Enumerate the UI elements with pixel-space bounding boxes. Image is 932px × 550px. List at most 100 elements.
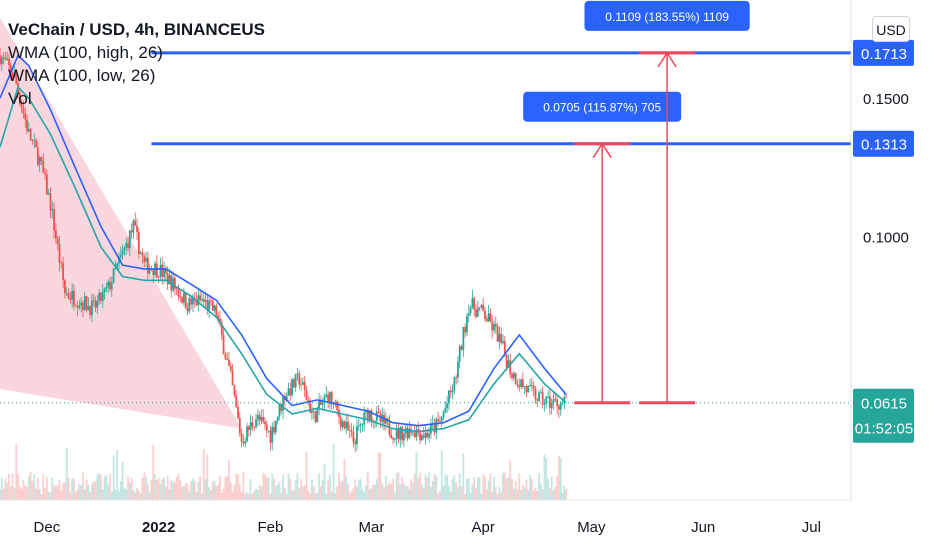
candle-body [419, 432, 421, 441]
wedge-triangle[interactable] [0, 17, 242, 429]
volume-bar [36, 477, 39, 500]
volume-bar [100, 474, 102, 500]
volume-bar [469, 492, 472, 500]
candle-body [246, 426, 248, 442]
candle-body [300, 384, 302, 386]
candle-body [325, 394, 328, 397]
candle-body [240, 433, 243, 442]
last-price-tag [853, 388, 914, 443]
volume-bar [237, 474, 239, 500]
candle-body [350, 430, 353, 432]
candle-body [179, 296, 182, 298]
volume-bar [292, 490, 295, 500]
candle-body [393, 438, 396, 440]
candle-body [31, 140, 34, 141]
chart-pane[interactable]: 0.0705 (115.87%) 705 0.1109 (183.55%) 110… [0, 0, 851, 500]
candle-body [301, 382, 304, 385]
volume-bar [15, 444, 18, 500]
candle-body [143, 256, 146, 262]
candle-body [339, 417, 342, 427]
candle-body [121, 250, 124, 255]
measure-tool[interactable]: 0.0705 (115.87%) 705 [523, 91, 682, 405]
candle-body [291, 379, 293, 396]
candle-body [471, 298, 474, 308]
candle-body [231, 370, 234, 386]
candle-body [476, 308, 479, 317]
time-tick-label: Apr [472, 519, 495, 536]
candle-body [253, 426, 256, 428]
volume-bar [397, 472, 400, 500]
horizontal-levels[interactable] [151, 51, 851, 146]
candle-body [420, 435, 423, 441]
measure-tool[interactable]: 0.1109 (183.55%) 1109 [584, 0, 750, 405]
volume-bar [307, 490, 310, 500]
candle-body [547, 396, 550, 398]
volume-bar [536, 490, 539, 500]
volume-bar [215, 485, 218, 500]
wma-low-line[interactable] [0, 85, 567, 433]
volume-bar [38, 488, 41, 500]
candle-body [85, 296, 88, 311]
volume-bar [204, 479, 207, 500]
volume-bar [462, 453, 465, 500]
volume-bar [347, 484, 349, 500]
candle-body [192, 298, 194, 305]
candle-body [53, 209, 55, 231]
volume-bar [143, 472, 146, 500]
candle-body [128, 230, 131, 249]
candle-body [433, 423, 436, 433]
volume-bar [458, 473, 461, 500]
volume-bar [496, 493, 499, 500]
candle-body [219, 318, 221, 323]
volume-bar [543, 454, 546, 500]
chart-legend: VeChain / USD, 4h, BINANCEUS WMA (100, h… [8, 18, 265, 110]
volume-bar [437, 493, 440, 500]
volume-bar [58, 480, 61, 500]
volume-bar [244, 493, 247, 500]
candle-body [274, 421, 277, 433]
volume-bar [4, 478, 7, 500]
volume-bar [116, 450, 119, 500]
time-tick-label: Jun [691, 519, 715, 536]
indicator-wma-low[interactable]: WMA (100, low, 26) [8, 66, 156, 85]
volume-bar [556, 475, 559, 500]
volume-bar [399, 484, 402, 500]
volume-bar [80, 485, 83, 500]
symbol-title[interactable]: VeChain / USD, 4h, BINANCEUS [8, 20, 265, 39]
volume-bar [69, 492, 72, 500]
time-axis[interactable]: Dec 2022 Feb Mar Apr May Jun Jul [34, 519, 821, 536]
currency-button[interactable]: USD [872, 16, 910, 42]
measure-tools[interactable]: 0.0705 (115.87%) 705 0.1109 (183.55%) 110… [523, 0, 750, 405]
volume-bar [565, 489, 568, 500]
volume-bar [305, 451, 308, 500]
price-axis[interactable]: 0.1000 0.1500 0.1313 0.1713 0.0615 01:52:05 [853, 39, 914, 443]
indicator-wma-high[interactable]: WMA (100, high, 26) [8, 43, 163, 62]
volume-bar [329, 474, 331, 500]
candle-body [35, 140, 37, 148]
volume-bar [132, 490, 135, 500]
volume-bar [73, 478, 75, 500]
candle-body [563, 397, 566, 403]
volume-bar [401, 477, 403, 500]
last-price-label: 0.0615 [861, 396, 907, 413]
candle-body [264, 421, 266, 425]
volume-bar [289, 479, 292, 500]
wma-high-line[interactable] [0, 54, 567, 427]
volume-bar [192, 478, 194, 500]
candle-body [475, 309, 477, 317]
volume-bar [168, 488, 171, 500]
volume-bar [206, 454, 209, 500]
volume-bar [494, 486, 497, 500]
candle-body [356, 426, 358, 445]
volume-bar [128, 482, 131, 500]
volume-bar [514, 481, 517, 500]
volume-bar [552, 490, 555, 500]
volume-bar [213, 480, 216, 500]
candle-body [65, 293, 68, 294]
candle-body [520, 379, 522, 388]
candle-body [493, 323, 495, 331]
candle-body [525, 386, 528, 393]
candle-body [406, 428, 409, 439]
indicator-volume[interactable]: Vol [8, 89, 32, 108]
